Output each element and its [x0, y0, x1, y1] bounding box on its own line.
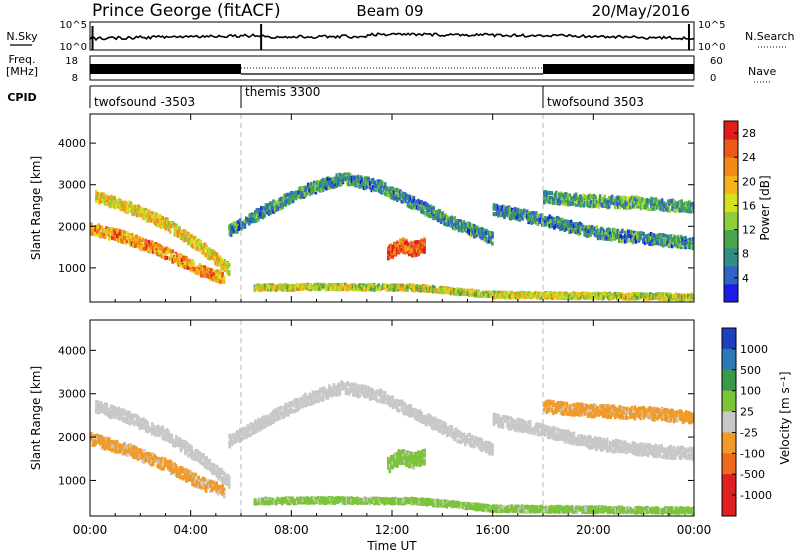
velocity-ylabel: Slant Range [km] — [29, 366, 43, 470]
nave-tick-bottom: 0 — [710, 73, 716, 84]
feature-near-range — [254, 496, 696, 516]
velocity-colorbar-swatch — [722, 370, 736, 391]
x-tick-label: 00:00 — [73, 523, 108, 537]
feature-evening-high — [543, 190, 697, 214]
feature-arc — [228, 172, 493, 245]
power-heatmap — [90, 114, 697, 302]
velocity-colorbar-tick-label: -100 — [740, 447, 765, 460]
feature-arc — [228, 380, 493, 456]
velocity-colorbar-tick-label: -25 — [740, 426, 758, 439]
y-tick-label: 1000 — [58, 474, 86, 487]
velocity-colorbar-swatch — [722, 328, 736, 349]
power-colorbar-tick-label: 16 — [742, 199, 756, 212]
velocity-colorbar-swatch — [722, 349, 736, 370]
nsky-label: N.Sky — [6, 30, 38, 43]
nsky-tick-top: 10^5 — [60, 20, 87, 31]
velocity-colorbar-swatch — [722, 453, 736, 474]
nsearch-label: N.Search — [745, 30, 795, 43]
freq-trace — [90, 64, 694, 74]
power-colorbar-swatch — [724, 139, 738, 158]
velocity-colorbar-swatch — [722, 391, 736, 412]
power-colorbar-swatch — [724, 212, 738, 231]
freq-unit-label: [MHz] — [6, 65, 38, 78]
velocity-panel: 1000 2000 3000 4000 Slant Range [km] 1000 50… — [29, 320, 792, 517]
nsky-trace — [90, 24, 694, 50]
power-colorbar-swatch — [724, 175, 738, 194]
x-tick-label: 04:00 — [173, 523, 208, 537]
velocity-colorbar-tick-label: -1000 — [740, 489, 772, 502]
freq-tick-bottom: 8 — [72, 73, 78, 84]
power-colorbar-swatch — [724, 157, 738, 176]
velocity-colorbar: 1000 500 100 25 -25 -100 -500 -1000 — [722, 328, 772, 517]
power-colorbar-tick-label: 28 — [742, 127, 756, 140]
power-colorbar: 4 8 12 16 20 24 28 — [724, 121, 756, 303]
feature-evening-high — [543, 400, 697, 425]
power-colorbar-tick-label: 24 — [742, 151, 756, 164]
velocity-colorbar-tick-label: 1000 — [740, 343, 768, 356]
velocity-colorbar-swatch — [722, 412, 736, 433]
x-tick-label: 00:00 — [677, 523, 712, 537]
velocity-colorbar-tick-label: 25 — [740, 406, 754, 419]
y-tick-label: 3000 — [58, 179, 86, 192]
velocity-axes: 1000 2000 3000 4000 — [58, 320, 694, 516]
velocity-colorbar-tick-label: -500 — [740, 468, 765, 481]
x-axis-label: Time UT — [366, 539, 417, 553]
freq-tick-top: 18 — [65, 56, 78, 67]
y-tick-label: 4000 — [58, 344, 86, 357]
x-tick-label: 12:00 — [375, 523, 410, 537]
velocity-colorbar-tick-label: 100 — [740, 385, 761, 398]
velocity-colorbar-tick-label: 500 — [740, 364, 761, 377]
power-ylabel: Slant Range [km] — [29, 156, 43, 260]
y-tick-label: 3000 — [58, 388, 86, 401]
x-tick-label: 16:00 — [475, 523, 510, 537]
x-tick-label: 08:00 — [274, 523, 309, 537]
y-tick-label: 1000 — [58, 262, 86, 275]
x-tick-labels: 00:00 04:00 08:00 12:00 16:00 20:00 00:00 — [73, 523, 712, 537]
x-tick-label: 20:00 — [576, 523, 611, 537]
power-colorbar-tick-label: 4 — [742, 272, 749, 285]
power-colorbar-swatch — [724, 248, 738, 267]
power-cbar-label: Power [dB] — [758, 175, 772, 240]
power-colorbar-tick-label: 8 — [742, 248, 749, 261]
freq-panel: Freq. [MHz] 18 8 60 0 Nave — [6, 53, 777, 84]
cpid-segment-label: themis 3300 — [245, 85, 320, 99]
power-frame — [90, 114, 694, 302]
power-colorbar-swatch — [724, 284, 738, 303]
feature-patch — [387, 449, 426, 473]
velocity-heatmap — [90, 320, 697, 516]
nsky-tick-bottom: 10^0 — [60, 42, 87, 53]
cpid-segment-label: twofsound 3503 — [547, 95, 644, 109]
nsearch-tick-top: 10^5 — [698, 20, 725, 31]
power-colorbar-tick-label: 12 — [742, 224, 756, 237]
power-colorbar-tick-label: 20 — [742, 175, 756, 188]
power-colorbar-swatch — [724, 266, 738, 285]
nsearch-tick-bottom: 10^0 — [698, 42, 725, 53]
nave-tick-top: 60 — [710, 56, 723, 67]
y-tick-label: 2000 — [58, 431, 86, 444]
velocity-colorbar-swatch — [722, 474, 736, 495]
power-colorbar-swatch — [724, 121, 738, 140]
radar-title: Prince George (fitACF) — [92, 1, 281, 21]
cpid-segment-label: twofsound -3503 — [94, 95, 195, 109]
velocity-colorbar-swatch — [722, 432, 736, 453]
nave-label: Nave — [748, 65, 776, 78]
feature-near-range — [254, 283, 696, 302]
velocity-cbar-label: Velocity [m s⁻¹] — [778, 371, 792, 464]
feature-patch — [387, 237, 426, 260]
beam-label: Beam 09 — [356, 2, 423, 20]
date-label: 20/May/2016 — [592, 2, 690, 20]
y-tick-label: 2000 — [58, 220, 86, 233]
velocity-colorbar-swatch — [722, 495, 736, 516]
power-colorbar-swatch — [724, 193, 738, 212]
nsky-panel: N.Sky 10^5 10^0 10^5 10^0 N.Search — [6, 20, 794, 53]
power-panel: 1000 2000 3000 4000 Slant Range [km] 4 8 12 16… — [29, 114, 772, 303]
y-tick-label: 4000 — [58, 137, 86, 150]
power-colorbar-swatch — [724, 230, 738, 249]
cpid-segments: twofsound -3503 themis 3300 twofsound 3503 — [90, 85, 644, 109]
cpid-label: CPID — [7, 91, 36, 104]
